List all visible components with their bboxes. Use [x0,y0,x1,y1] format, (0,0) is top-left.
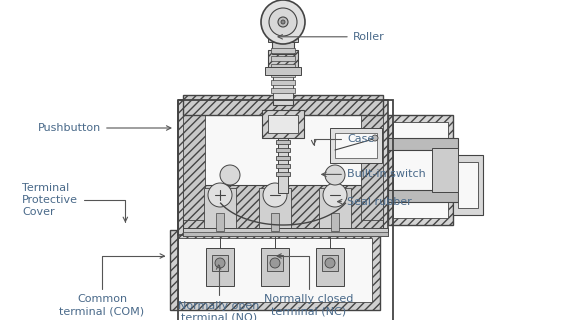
Text: Normally closed
terminal (NC): Normally closed terminal (NC) [264,254,354,316]
Bar [276,156,290,160]
Bar [330,128,382,163]
Bar [458,162,478,208]
Bar [319,188,351,228]
Bar [271,48,295,53]
Bar [170,230,380,310]
Circle shape [263,183,287,207]
Bar [206,248,234,286]
Text: Built-in switch: Built-in switch [322,169,426,180]
Circle shape [215,258,225,268]
Bar [271,213,279,231]
Bar [271,88,295,93]
Circle shape [261,0,305,44]
Circle shape [270,258,280,268]
Bar [262,110,304,138]
Bar [276,148,290,152]
Bar [183,112,205,220]
Bar [268,50,298,70]
Bar [183,185,383,235]
Bar [268,20,298,28]
Bar [273,70,293,105]
Bar [388,190,458,202]
Bar [432,148,458,192]
Bar [388,138,458,150]
Bar [216,213,224,231]
Bar [268,34,298,42]
Text: Case: Case [311,134,374,145]
Bar [192,112,374,222]
Text: Pushbutton: Pushbutton [38,123,171,133]
Circle shape [325,258,335,268]
Bar [178,100,388,235]
Bar [178,100,393,320]
Bar [261,248,289,286]
Text: Common
terminal (COM): Common terminal (COM) [59,254,164,316]
Circle shape [278,17,288,27]
Circle shape [208,183,232,207]
Circle shape [269,8,297,36]
Text: Roller: Roller [278,32,384,42]
Bar [212,255,228,271]
Bar [267,255,283,271]
Bar [453,155,483,215]
Bar [183,232,388,236]
Bar [335,133,377,158]
Bar [204,188,236,228]
Circle shape [323,183,347,207]
Bar [331,213,339,231]
Text: Terminal
Protective
Cover: Terminal Protective Cover [22,183,128,221]
Bar [271,64,295,69]
Bar [388,115,453,225]
Bar [361,112,383,220]
Bar [273,75,293,100]
Circle shape [325,165,345,185]
Bar [268,115,298,133]
Circle shape [281,20,285,24]
Circle shape [220,165,240,185]
Bar [316,248,344,286]
Bar [271,72,295,77]
Bar [322,255,338,271]
Bar [272,12,294,54]
Circle shape [372,135,378,141]
Bar [278,138,288,193]
Text: Normally open
terminal (NO): Normally open terminal (NO) [178,265,259,320]
Bar [183,95,383,115]
Bar [276,140,290,144]
Bar [259,188,291,228]
Bar [271,56,295,61]
Bar [183,228,388,236]
Bar [393,122,448,218]
Bar [178,238,372,302]
Bar [271,80,295,85]
Bar [265,67,301,75]
Bar [276,164,290,168]
Text: Seal rubber: Seal rubber [338,196,412,207]
Bar [276,172,290,176]
